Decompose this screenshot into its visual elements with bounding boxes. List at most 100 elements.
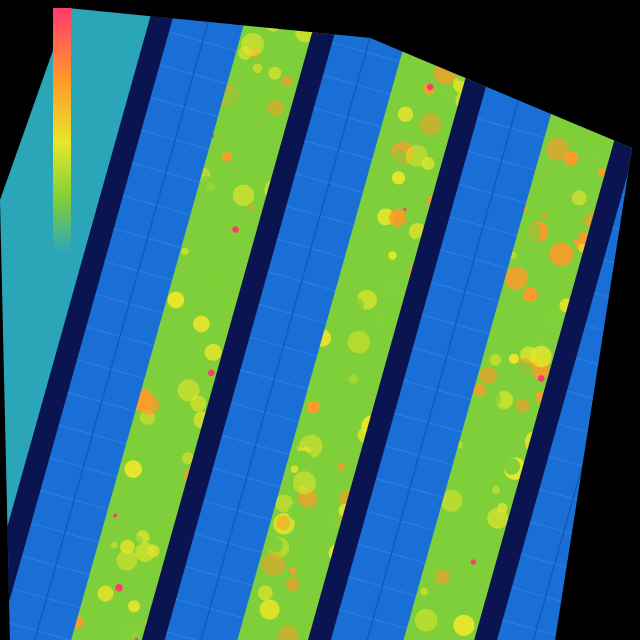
- thermal-speckle: [222, 152, 232, 162]
- thermal-speckle: [149, 435, 172, 458]
- thermal-speckle: [509, 354, 519, 364]
- thermal-speckle: [392, 171, 405, 184]
- thermal-speckle: [435, 570, 450, 585]
- thermal-speckle: [372, 314, 389, 331]
- thermal-speckle: [457, 530, 468, 541]
- thermal-speckle: [379, 277, 401, 299]
- thermal-speckle: [334, 289, 351, 306]
- thermal-speckle: [389, 209, 406, 226]
- thermal-speckle: [157, 387, 172, 402]
- hot-spot: [427, 84, 434, 91]
- thermal-speckle: [388, 251, 396, 259]
- thermal-speckle: [476, 556, 487, 567]
- thermal-speckle: [484, 390, 501, 407]
- thermal-speckle: [258, 586, 273, 601]
- thermal-speckle: [572, 191, 587, 206]
- thermal-speckle: [262, 553, 286, 577]
- thermal-speckle: [307, 401, 319, 413]
- thermal-speckle: [440, 88, 451, 99]
- thermal-speckle: [490, 354, 502, 366]
- thermal-speckle: [498, 407, 511, 420]
- thermal-speckle: [164, 481, 179, 496]
- thermal-speckle: [324, 514, 341, 531]
- thermal-speckle: [198, 176, 214, 192]
- hot-spot: [232, 226, 239, 233]
- thermal-speckle: [111, 542, 118, 549]
- thermal-speckle: [374, 336, 390, 352]
- thermal-speckle: [193, 316, 210, 333]
- thermal-speckle: [513, 362, 533, 382]
- thermal-speckle: [523, 288, 537, 302]
- thermal-speckle: [286, 577, 300, 591]
- thermal-speckle: [392, 151, 407, 166]
- thermal-speckle: [297, 516, 312, 531]
- thermal-speckle: [469, 456, 482, 469]
- hot-spot: [471, 559, 476, 564]
- thermal-speckle: [300, 485, 306, 491]
- thermal-speckle: [268, 100, 284, 116]
- thermal-speckle: [348, 331, 371, 354]
- thermal-speckle: [530, 346, 551, 367]
- thermal-speckle: [585, 152, 600, 167]
- thermal-speckle: [196, 353, 205, 362]
- thermal-speckle: [420, 113, 442, 135]
- thermal-speckle: [529, 305, 543, 319]
- thermal-speckle: [549, 215, 569, 235]
- thermal-speckle: [168, 292, 185, 309]
- thermal-speckle: [254, 99, 261, 106]
- thermal-speckle: [249, 205, 255, 211]
- thermal-speckle: [398, 107, 413, 122]
- thermal-speckle: [289, 567, 297, 575]
- thermal-speckle: [492, 486, 500, 494]
- thermal-speckle: [516, 399, 530, 413]
- thermal-speckle: [415, 609, 438, 632]
- thermal-speckle: [238, 46, 252, 60]
- thermal-speckle: [131, 431, 144, 444]
- hot-spot: [208, 370, 215, 377]
- thermal-speckle: [260, 600, 280, 620]
- thermal-speckle: [517, 221, 541, 245]
- thermal-speckle: [505, 267, 528, 290]
- thermal-speckle: [564, 151, 578, 165]
- thermal-speckle: [291, 465, 299, 473]
- thermal-speckle: [362, 390, 376, 404]
- colorbar: [53, 8, 71, 253]
- thermal-speckle: [230, 253, 240, 263]
- thermal-speckle: [453, 615, 474, 636]
- thermal-speckle: [497, 503, 507, 513]
- thermal-speckle: [574, 234, 580, 240]
- thermal-speckle: [234, 132, 252, 150]
- thermal-speckle: [337, 462, 346, 471]
- thermal-speckle: [268, 67, 281, 80]
- thermal-speckle: [201, 266, 223, 288]
- thermal-speckle: [281, 76, 292, 87]
- hot-spot: [403, 208, 406, 211]
- thermal-speckle: [406, 145, 428, 167]
- thermal-speckle: [276, 516, 290, 530]
- thermal-speckle: [420, 588, 428, 596]
- thermal-speckle: [347, 400, 360, 413]
- thermal-speckle: [133, 535, 143, 545]
- thermal-speckle: [503, 458, 520, 475]
- thermal-speckle: [181, 248, 188, 255]
- thermal-speckle: [253, 64, 263, 74]
- thermal-speckle: [128, 600, 140, 612]
- thermal-speckle: [479, 366, 497, 384]
- thermal-speckle: [205, 344, 222, 361]
- thermal-speckle: [489, 435, 502, 448]
- thermal-speckle: [550, 242, 574, 266]
- thermal-speckle: [124, 460, 142, 478]
- thermal-speckle: [120, 540, 135, 555]
- thermal-speckle: [233, 185, 254, 206]
- thermal-speckle: [268, 538, 283, 553]
- thermal-speckle: [465, 597, 476, 608]
- thermal-speckle: [256, 626, 265, 635]
- hot-spot: [115, 584, 123, 592]
- thermal-speckle: [341, 374, 365, 398]
- hot-spot: [538, 375, 545, 382]
- thermal-speckle: [541, 212, 547, 218]
- thermal-speckle: [147, 545, 160, 558]
- thermal-speckle: [460, 464, 468, 472]
- thermal-speckle: [190, 396, 206, 412]
